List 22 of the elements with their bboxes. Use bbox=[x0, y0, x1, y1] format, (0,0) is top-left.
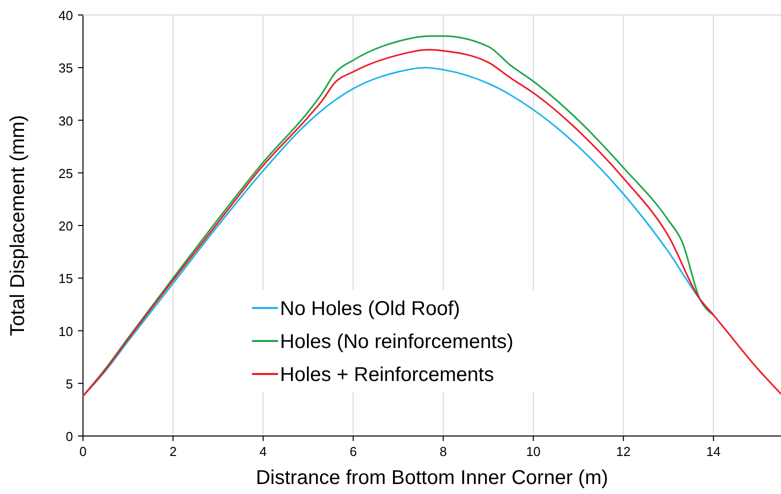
x-tick-label: 10 bbox=[526, 444, 541, 459]
y-tick-label: 20 bbox=[58, 218, 73, 234]
x-tick-label: 14 bbox=[706, 444, 721, 459]
y-tick-label: 15 bbox=[58, 271, 73, 286]
y-tick-label: 10 bbox=[58, 324, 73, 339]
y-tick-label: 5 bbox=[66, 376, 73, 392]
y-tick-label: 40 bbox=[58, 8, 73, 23]
y-tick-label: 30 bbox=[58, 113, 73, 128]
legend-label: Holes + Reinforcements bbox=[280, 364, 494, 386]
x-tick-label: 6 bbox=[350, 444, 357, 459]
y-axis-title: Total Displacement (mm) bbox=[7, 114, 29, 336]
x-tick-label: 0 bbox=[79, 444, 87, 459]
y-tick-label: 35 bbox=[58, 60, 73, 76]
x-tick-label: 12 bbox=[616, 444, 631, 459]
x-tick-label: 4 bbox=[260, 444, 267, 459]
y-tick-label: 25 bbox=[58, 166, 73, 181]
y-tick-label: 0 bbox=[66, 429, 73, 444]
legend-label: No Holes (Old Roof) bbox=[280, 298, 460, 320]
x-axis-title: Distrance from Bottom Inner Corner (m) bbox=[256, 467, 608, 489]
x-tick-label: 8 bbox=[440, 444, 447, 459]
x-tick-label: 2 bbox=[169, 444, 177, 459]
legend-label: Holes (No reinforcements) bbox=[280, 331, 514, 353]
